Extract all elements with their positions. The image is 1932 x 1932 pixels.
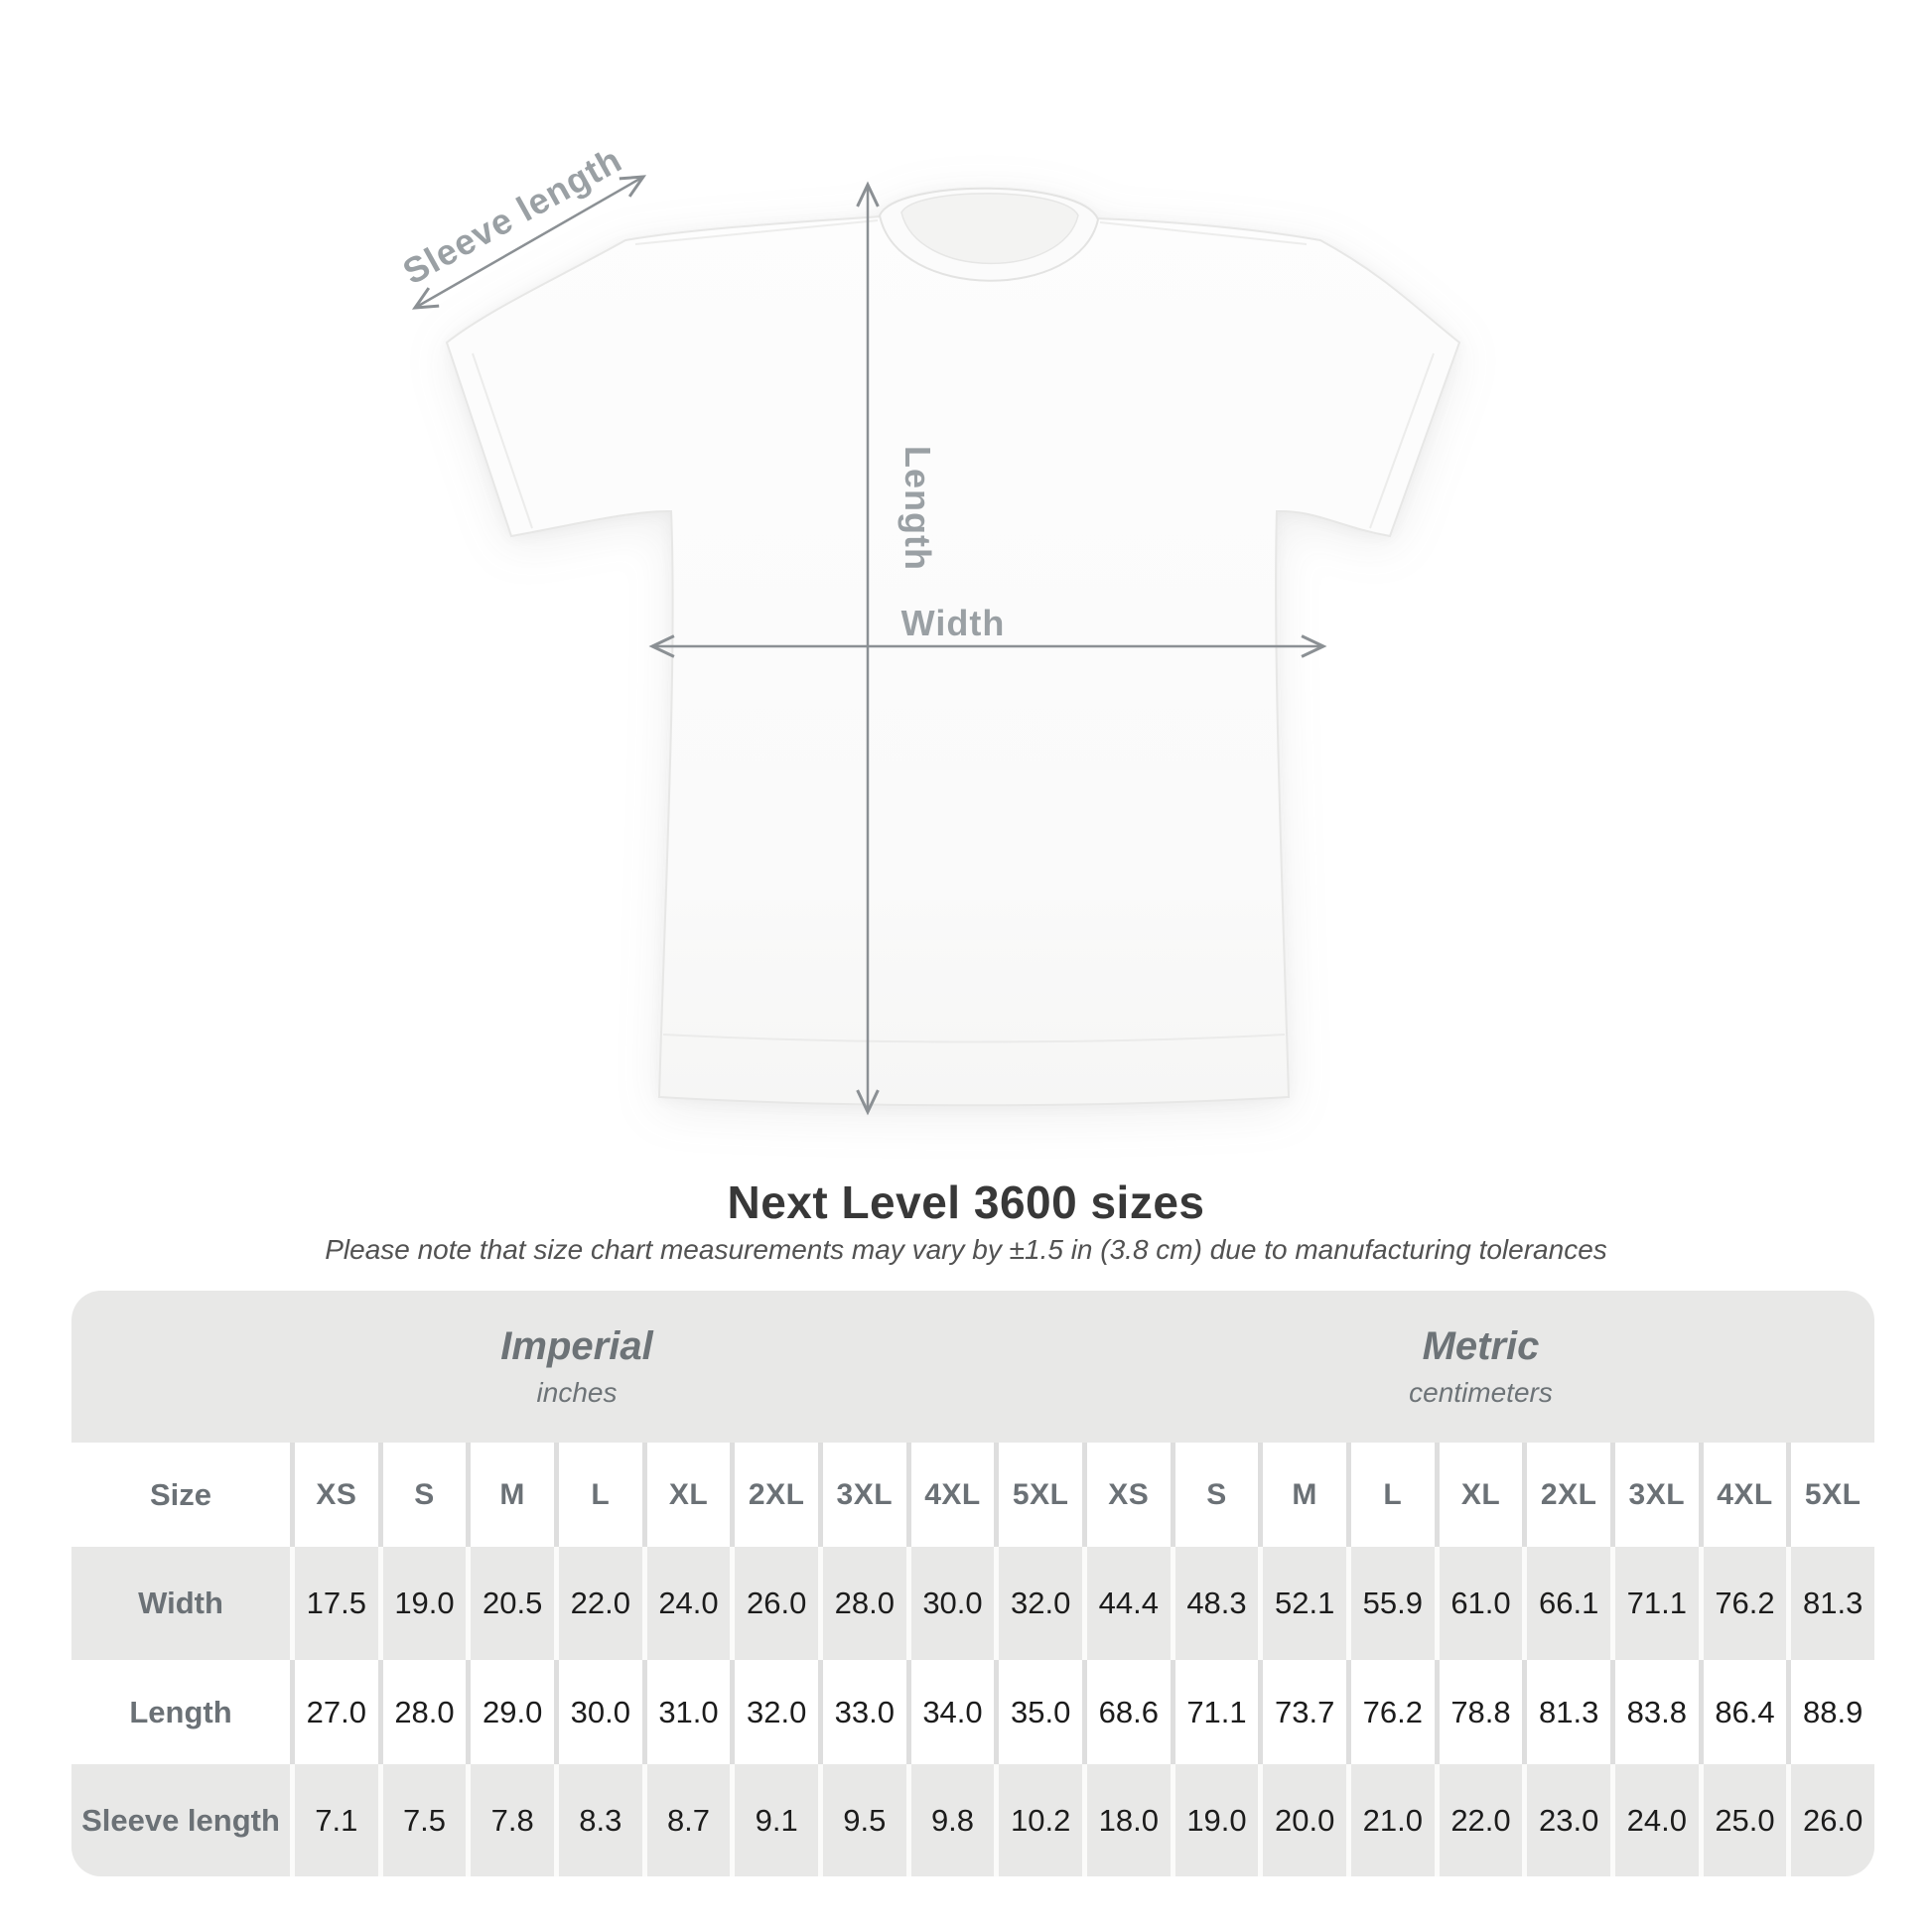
width-value-cell: 48.3 [1174,1547,1259,1660]
length-value-cell: 28.0 [382,1660,467,1764]
size-column-header: M [1263,1443,1346,1547]
size-column-header: L [1350,1443,1435,1547]
size-column-header: M [471,1443,554,1547]
width-value-cell: 17.5 [295,1547,378,1660]
size-column-header: XS [1086,1443,1171,1547]
length-value-cell: 71.1 [1174,1660,1259,1764]
size-column-header: 2XL [735,1443,818,1547]
length-value-cell: 30.0 [558,1660,642,1764]
imperial-group-header: Imperial inches [71,1291,1082,1443]
sleeve-value-cell: 24.0 [1614,1764,1699,1876]
collar-inside [900,193,1079,265]
length-value-cell: 73.7 [1263,1660,1346,1764]
sleeve-length-row-label: Sleeve length [71,1764,290,1876]
length-label: Length [897,446,938,571]
size-column-header: 3XL [1614,1443,1699,1547]
sleeve-value-cell: 9.1 [735,1764,818,1876]
length-value-cell: 33.0 [822,1660,906,1764]
metric-group-label: Metric [1422,1324,1540,1368]
width-value-cell: 66.1 [1527,1547,1610,1660]
size-column-header: XL [1439,1443,1523,1547]
size-column-header: 3XL [822,1443,906,1547]
size-column-header: XS [295,1443,378,1547]
width-value-cell: 71.1 [1614,1547,1699,1660]
width-value-cell: 81.3 [1791,1547,1874,1660]
length-value-cell: 76.2 [1350,1660,1435,1764]
size-column-header: 5XL [999,1443,1082,1547]
length-value-cell: 34.0 [910,1660,995,1764]
page-title: Next Level 3600 sizes [727,1176,1205,1228]
sleeve-value-cell: 9.5 [822,1764,906,1876]
sleeve-value-cell: 8.7 [646,1764,731,1876]
width-value-cell: 30.0 [910,1547,995,1660]
unit-group-header-row: Imperial inches Metric centimeters [71,1291,1874,1443]
page-subtitle: Please note that size chart measurements… [325,1234,1607,1265]
width-label: Width [901,603,1006,643]
sleeve-length-row: Sleeve length 7.1 7.5 7.8 8.3 8.7 9.1 9.5 9.8 10… [71,1764,1874,1876]
length-value-cell: 88.9 [1791,1660,1874,1764]
sleeve-value-cell: 8.3 [558,1764,642,1876]
size-header-label: Size [71,1443,290,1547]
size-column-header: 4XL [1703,1443,1787,1547]
length-value-cell: 31.0 [646,1660,731,1764]
length-value-cell: 29.0 [471,1660,554,1764]
width-value-cell: 61.0 [1439,1547,1523,1660]
width-value-cell: 22.0 [558,1547,642,1660]
size-table: Imperial inches Metric centimeters Size … [71,1291,1874,1876]
sleeve-value-cell: 7.5 [382,1764,467,1876]
width-value-cell: 19.0 [382,1547,467,1660]
sleeve-value-cell: 22.0 [1439,1764,1523,1876]
size-column-header: S [382,1443,467,1547]
sleeve-length-arrow [415,177,643,308]
sleeve-value-cell: 25.0 [1703,1764,1787,1876]
sleeve-value-cell: 18.0 [1086,1764,1171,1876]
sleeve-value-cell: 26.0 [1791,1764,1874,1876]
length-value-cell: 27.0 [295,1660,378,1764]
width-value-cell: 44.4 [1086,1547,1171,1660]
sleeve-value-cell: 21.0 [1350,1764,1435,1876]
imperial-group-unit: inches [536,1377,618,1408]
size-header-row: Size XS S M L XL 2XL 3XL 4XL 5XL XS S M L XL 2XL 3XL 4X… [71,1443,1874,1547]
sleeve-value-cell: 9.8 [910,1764,995,1876]
metric-group-header: Metric centimeters [1087,1291,1874,1443]
size-column-header: 4XL [910,1443,995,1547]
width-value-cell: 52.1 [1263,1547,1346,1660]
length-value-cell: 32.0 [735,1660,818,1764]
imperial-group-label: Imperial [500,1324,653,1368]
length-value-cell: 86.4 [1703,1660,1787,1764]
size-column-header: S [1174,1443,1259,1547]
length-value-cell: 83.8 [1614,1660,1699,1764]
width-value-cell: 32.0 [999,1547,1082,1660]
width-value-cell: 28.0 [822,1547,906,1660]
sleeve-value-cell: 23.0 [1527,1764,1610,1876]
sleeve-value-cell: 19.0 [1174,1764,1259,1876]
width-value-cell: 20.5 [471,1547,554,1660]
size-column-header: 2XL [1527,1443,1610,1547]
size-column-header: 5XL [1791,1443,1874,1547]
size-column-header: XL [646,1443,731,1547]
metric-group-unit: centimeters [1409,1377,1553,1408]
sleeve-value-cell: 10.2 [999,1764,1082,1876]
tshirt-measurement-diagram: Sleeve length Length Width [396,139,1461,1172]
length-value-cell: 81.3 [1527,1660,1610,1764]
length-row: Length 27.0 28.0 29.0 30.0 31.0 32.0 33.0 34.0 3… [71,1660,1874,1764]
width-row: Width 17.5 19.0 20.5 22.0 24.0 26.0 28.0 30.0 32… [71,1547,1874,1660]
width-value-cell: 55.9 [1350,1547,1435,1660]
sleeve-value-cell: 7.8 [471,1764,554,1876]
sleeve-value-cell: 7.1 [295,1764,378,1876]
width-value-cell: 76.2 [1703,1547,1787,1660]
length-value-cell: 68.6 [1086,1660,1171,1764]
width-row-label: Width [71,1547,290,1660]
sleeve-value-cell: 20.0 [1263,1764,1346,1876]
length-value-cell: 35.0 [999,1660,1082,1764]
length-value-cell: 78.8 [1439,1660,1523,1764]
measurement-arrows [415,177,1323,1112]
size-column-header: L [558,1443,642,1547]
length-row-label: Length [71,1660,290,1764]
width-value-cell: 26.0 [735,1547,818,1660]
width-value-cell: 24.0 [646,1547,731,1660]
